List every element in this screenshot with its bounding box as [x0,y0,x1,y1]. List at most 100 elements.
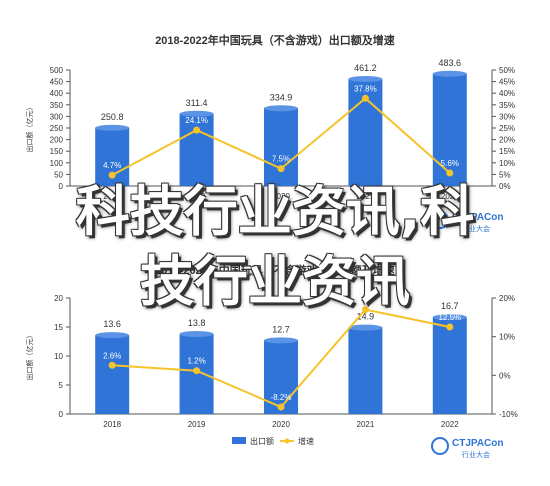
chart-0-bar-value-label: 334.9 [270,92,293,102]
chart-1-bar [432,317,467,414]
chart-1-growth-point [361,306,369,314]
chart-1-growth-label: -8.2% [271,393,292,402]
chart-1-y-right-tick-label: 10% [499,333,515,342]
chart-0-growth-point [193,126,201,134]
chart-0-growth-point [446,169,454,177]
chart-1-bar-value-label: 13.6 [103,319,121,329]
chart-0-growth-point [361,94,369,102]
chart-1-y-axis-label: 出口额（亿元） [25,332,34,381]
chart-1-y-left-tick-label: 0 [59,410,64,419]
overlay-headline-line2: 技行业资讯 [140,250,410,313]
chart-0-watermark-logo-icon [431,211,449,229]
chart-0-y-right-tick-label: 20% [499,136,515,145]
chart-0-growth-label: 24.1% [185,116,208,125]
chart-1-x-tick-label: 2022 [441,420,459,429]
chart-0-y-left-tick-label: 100 [50,159,64,168]
chart-0-bar-value-label: 311.4 [186,98,208,108]
chart-0-y-right-tick-label: 25% [499,124,515,133]
chart-1-bar-cap [179,330,214,337]
chart-0-bar-cap [95,124,130,131]
chart-0-watermark-brand: CTJPACon [452,212,503,223]
chart-0-title: 2018-2022年中国玩具（不含游戏）出口额及增速 [155,33,395,47]
chart-0-bar [179,113,214,186]
chart-0-growth-label: 5.6% [441,159,459,168]
chart-0-y-right-tick-label: 10% [499,159,515,168]
chart-0-bar-cap [179,110,214,117]
chart-0-watermark-sub: 行业大会 [462,224,490,233]
chart-1-bar-value-label: 12.7 [272,324,290,334]
chart-1-title: 2018-2022年中国玩具（不含游戏）出口额及增速 [155,263,395,277]
chart-1-x-tick-label: 2020 [272,420,290,429]
chart-1-watermark-brand: CTJPACon [452,438,503,449]
chart-1-y-right-tick-label: 20% [499,294,515,303]
chart-1-x-tick-label: 2018 [103,420,121,429]
chart-0-y-right-tick-label: 0% [499,182,511,191]
chart-0-bar-cap [264,105,298,112]
chart-1-legend-label-line: 增速 [298,436,314,446]
chart-0-y-right-tick-label: 50% [499,66,515,75]
chart-0-y-left-tick-label: 300 [50,112,64,121]
chart-1-legend-label-bars: 出口额 [250,436,274,446]
chart-1-growth-point [277,403,285,411]
chart-1-growth-label: 17.0% [354,296,377,305]
chart-0-y-right-tick-label: 40% [499,89,515,98]
chart-0-growth-label: 4.7% [103,161,121,170]
chart-0-y-right-tick-label: 30% [499,112,515,121]
chart-0-bar-value-label: 250.8 [101,112,124,122]
chart-1-y-left-tick-label: 15 [54,323,63,332]
chart-0-y-right-tick-label: 45% [499,78,515,87]
chart-0-bar [264,108,298,186]
chart-1-watermark-logo-icon [431,437,449,455]
chart-0-y-left-tick-label: 150 [50,147,64,156]
chart-0-growth-label: 7.5% [272,155,290,164]
chart-1-growth-point [108,361,116,369]
chart-0-y-right-tick-label: 5% [499,170,511,179]
chart-1-y-left-tick-label: 10 [54,352,63,361]
chart-1-x-tick-label: 2021 [357,420,375,429]
overlay-headline-line1: 科技行业资讯,科 [75,180,475,243]
chart-0-x-tick-label: 2021 [357,192,375,201]
chart-0-y-left-tick-label: 250 [50,124,64,133]
chart-1-x-tick-label: 2019 [188,420,206,429]
chart-1-growth-point [193,367,201,375]
chart-1-bar [348,327,383,414]
chart-0-y-right-tick-label: 15% [499,147,515,156]
chart-0-bar-cap [432,70,467,77]
chart-1-y-right-tick-label: -10% [499,410,518,419]
chart-1-bar-cap [348,324,383,331]
chart-1-bar-value-label: 14.9 [357,312,375,322]
chart-0-y-right-tick-label: 35% [499,101,515,110]
chart-0-y-left-tick-label: 50 [54,170,63,179]
chart-0-y-left-tick-label: 500 [50,66,64,75]
chart-1-bar-cap [264,337,298,344]
chart-1-legend-marker-line [284,438,290,444]
chart-1-legend-swatch-bars [232,437,246,444]
chart-1-growth-label: 1.2% [187,357,205,366]
chart-1-growth-point [446,323,454,331]
chart-1-y-left-tick-label: 5 [59,381,64,390]
chart-0-bar-value-label: 461.2 [354,63,377,73]
chart-1-bar-cap [95,332,130,339]
chart-1-watermark-sub: 行业大会 [462,450,490,459]
chart-1-growth-label: 12.5% [438,313,461,322]
chart-0-x-tick-label: 2019 [188,192,206,201]
chart-0-y-left-tick-label: 0 [59,182,64,191]
chart-0-growth-point [277,165,285,173]
chart-1-bar-value-label: 13.8 [188,318,206,328]
chart-0-bar [432,73,467,186]
chart-0-x-tick-label: 2020 [272,192,290,201]
chart-0-y-left-tick-label: 200 [50,136,64,145]
chart-1-bar-cap [432,314,467,321]
chart-0-y-left-tick-label: 450 [50,78,64,87]
chart-0-bar-value-label: 483.6 [439,58,462,68]
chart-0-x-tick-label: 2022 [441,192,459,201]
chart-0-growth-label: 37.8% [354,84,377,93]
chart-1-y-left-tick-label: 20 [54,294,63,303]
chart-0-y-left-tick-label: 350 [50,101,64,110]
chart-1-y-right-tick-label: 0% [499,371,511,380]
chart-0-x-tick-label: 2018 [103,192,121,201]
chart-0-y-left-tick-label: 400 [50,89,64,98]
chart-0-bar-cap [348,76,383,83]
chart-1-bar [95,335,130,414]
